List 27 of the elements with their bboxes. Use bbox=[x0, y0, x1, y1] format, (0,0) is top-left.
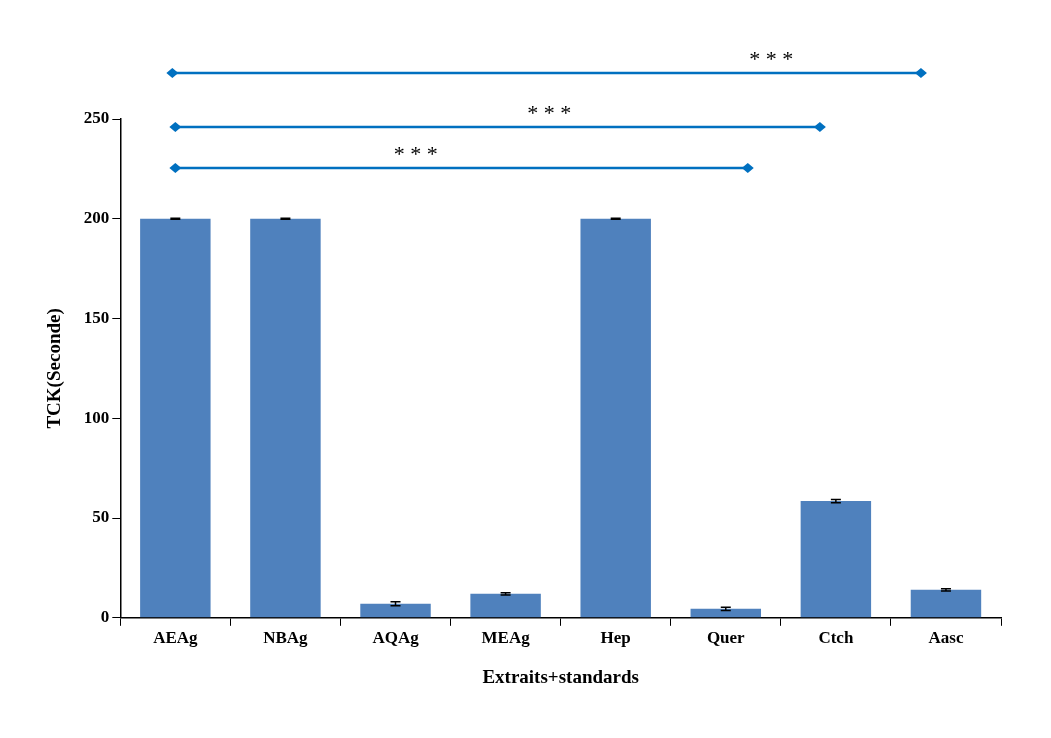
x-tick-label: AQAg bbox=[372, 628, 420, 648]
x-tick-label: Quer bbox=[706, 628, 746, 648]
y-tick-label: 100 bbox=[83, 407, 110, 427]
y-tick-label: 200 bbox=[83, 208, 110, 228]
bar bbox=[910, 589, 982, 618]
x-axis-title: Extraits+standards bbox=[482, 665, 639, 687]
x-tick-label: NBAg bbox=[263, 628, 309, 648]
y-tick-label: 250 bbox=[83, 108, 110, 128]
x-tick-label: AEAg bbox=[153, 628, 199, 648]
text: * * * bbox=[749, 45, 794, 71]
bar bbox=[140, 218, 211, 618]
x-tick-label: Hep bbox=[600, 628, 631, 648]
x-tick-label: Ctch bbox=[818, 628, 854, 648]
bar bbox=[470, 593, 541, 618]
bar bbox=[690, 608, 762, 618]
bar bbox=[800, 501, 872, 618]
y-tick-label: 0 bbox=[100, 607, 110, 627]
bar bbox=[580, 218, 651, 618]
bar bbox=[250, 218, 321, 618]
y-tick-label: 150 bbox=[83, 307, 110, 327]
y-axis-title: TCK(Seconde) bbox=[43, 308, 66, 429]
x-tick-label: Aasc bbox=[928, 628, 964, 648]
x-tick-label: MEAg bbox=[481, 628, 531, 648]
y-tick-label: 50 bbox=[92, 507, 110, 527]
annotation: * * * bbox=[527, 99, 572, 125]
annotation: * * * bbox=[393, 140, 438, 166]
bar bbox=[360, 603, 431, 618]
